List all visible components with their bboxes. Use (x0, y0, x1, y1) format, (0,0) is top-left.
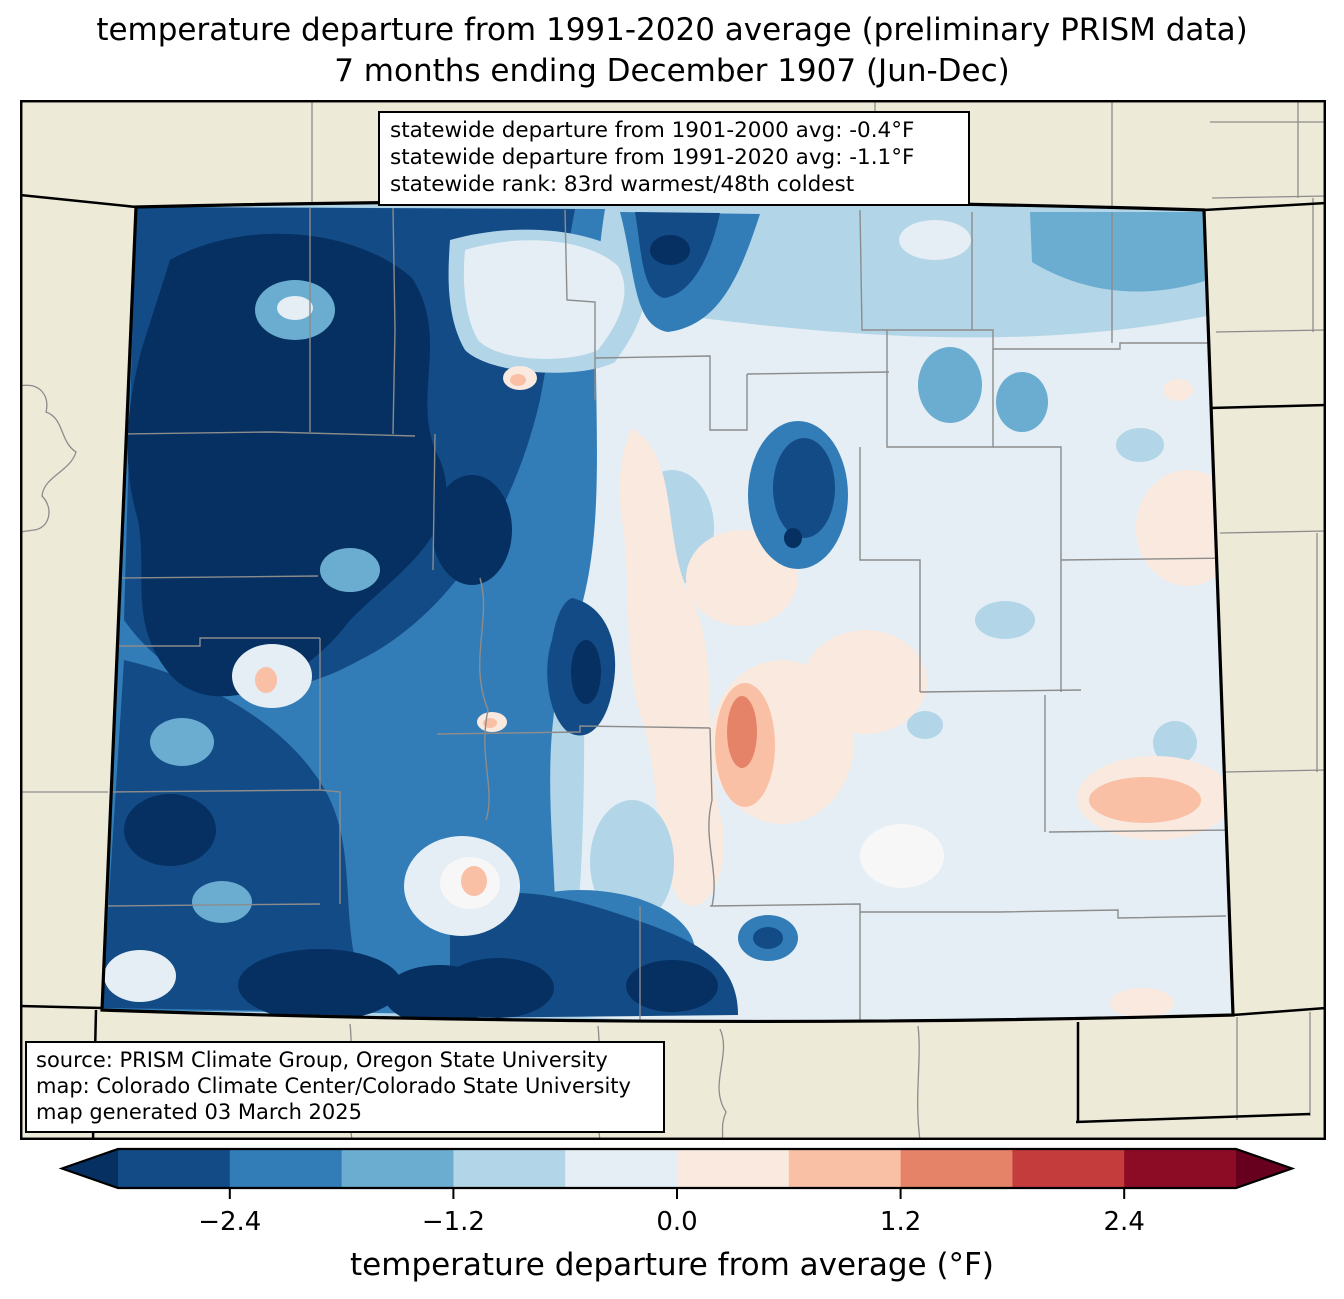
contour-region (277, 296, 313, 320)
colorbar-over-arrow (1236, 1149, 1292, 1188)
axes-frame (19, 99, 1327, 1141)
tick-label: 0.0 (656, 1207, 697, 1237)
contour-region (975, 601, 1035, 639)
contour-region (1089, 777, 1201, 823)
colorbar-segment (1012, 1149, 1125, 1188)
figure-title: temperature departure from 1991-2020 ave… (0, 10, 1344, 92)
contour-region (150, 718, 214, 766)
stats-line-3: statewide rank: 83rd warmest/48th coldes… (390, 172, 855, 197)
contour-region (899, 220, 971, 260)
colorbar-segment (341, 1149, 454, 1188)
contour-region (432, 475, 512, 585)
stats-line-1: statewide departure from 1901-2000 avg: … (390, 118, 915, 143)
colorbar-segment (565, 1149, 678, 1188)
colorbar-segment (118, 1149, 231, 1188)
source-line-3: map generated 03 March 2025 (36, 1100, 363, 1124)
contour-region (461, 866, 487, 896)
colorbar-outline (58, 1147, 1296, 1190)
contour-region (320, 548, 380, 592)
contour-region (907, 711, 943, 739)
colorbar-ticks (228, 1188, 1126, 1199)
source-box: source: PRISM Climate Group, Oregon Stat… (25, 1041, 665, 1133)
contour-region (860, 824, 944, 888)
colorbar: −2.4 −1.2 0.0 1.2 2.4 temperature depart… (58, 1147, 1296, 1283)
contour-region (1110, 988, 1174, 1018)
colorbar-segment (788, 1149, 902, 1188)
tick-label: −1.2 (422, 1207, 485, 1237)
temperature-contours (102, 201, 1233, 1022)
contour-region (510, 374, 526, 386)
colorbar-segment (1124, 1149, 1237, 1188)
colorbar-segment (453, 1149, 566, 1188)
tick-label: 1.2 (880, 1207, 921, 1237)
colorbar-under-arrow (62, 1149, 118, 1188)
title-line-1: temperature departure from 1991-2020 ave… (96, 12, 1248, 48)
county-lines (103, 207, 1233, 1020)
contour-region (192, 881, 252, 923)
colorbar-segments (118, 1149, 1237, 1188)
contour-region (104, 950, 176, 1002)
colorbar-segment (229, 1149, 343, 1188)
colorado-map (19, 99, 1327, 1141)
contour-region (384, 965, 496, 1022)
title-line-2: 7 months ending December 1907 (Jun-Dec) (334, 53, 1010, 89)
contour-region (918, 347, 982, 423)
contour-region (571, 640, 601, 704)
statewide-stats-box: statewide departure from 1901-2000 avg: … (378, 111, 970, 206)
contour-region (1153, 721, 1197, 765)
contour-region (238, 949, 402, 1021)
contour-region (463, 240, 625, 359)
source-line-2: map: Colorado Climate Center/Colorado St… (36, 1074, 631, 1098)
stats-line-2: statewide departure from 1991-2020 avg: … (390, 145, 915, 170)
contour-region (619, 428, 724, 906)
colorbar-segment (677, 1149, 790, 1188)
contour-region (255, 667, 277, 693)
contour-region (565, 210, 1233, 1022)
colorbar-segment (900, 1149, 1013, 1188)
contour-region (626, 960, 718, 1012)
contour-region (1116, 428, 1164, 462)
tick-label: 2.4 (1104, 1207, 1145, 1237)
contour-region (996, 372, 1048, 432)
contour-region (784, 528, 802, 548)
contour-region (727, 696, 757, 768)
contour-region (773, 438, 835, 538)
source-line-1: source: PRISM Climate Group, Oregon Stat… (36, 1048, 608, 1072)
colorbar-tick-labels: −2.4 −1.2 0.0 1.2 2.4 (198, 1207, 1145, 1237)
colorbar-axis-label: temperature departure from average (°F) (350, 1247, 994, 1283)
tick-label: −2.4 (198, 1207, 261, 1237)
contour-region (803, 630, 927, 734)
map-axes (19, 99, 1327, 1141)
contour-region (1163, 379, 1193, 401)
contour-region (124, 794, 216, 866)
contour-region (753, 927, 783, 949)
contour-region (1030, 212, 1208, 292)
contour-region (650, 235, 690, 265)
